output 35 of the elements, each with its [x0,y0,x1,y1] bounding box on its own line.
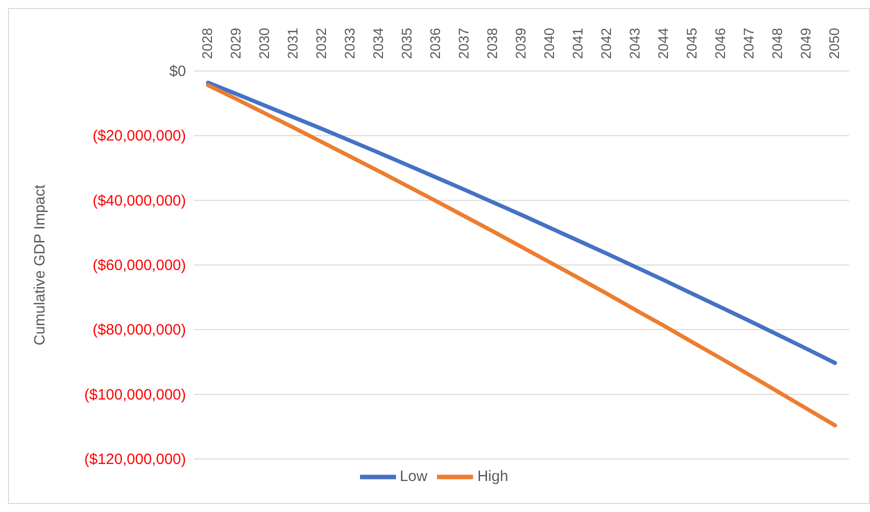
x-tick-label: 2028 [199,28,215,59]
y-tick-label: ($60,000,000) [92,257,186,274]
y-tick-label: ($40,000,000) [92,192,186,210]
x-tick-label: 2049 [798,28,814,59]
x-tick-label: 2048 [769,28,785,59]
line-series [206,83,837,428]
y-tick-label: ($20,000,000) [92,128,186,145]
x-tick-label: 2044 [655,28,671,59]
x-tick-label: 2034 [370,28,386,59]
legend-label: High [477,468,508,485]
x-tick-label: 2043 [626,28,642,59]
x-tick-label: 2040 [541,28,557,59]
x-tick-label: 2029 [228,28,244,59]
x-tick-label: 2033 [342,28,358,59]
x-tick-label: 2039 [512,28,528,59]
x-tick-label: 2050 [826,28,842,59]
y-tick-label: ($120,000,000) [84,451,186,468]
x-tick-label: 2042 [598,28,614,59]
x-tick-label: 2035 [398,28,414,59]
x-tick-label: 2047 [740,28,756,59]
y-tick-label: ($100,000,000) [84,386,186,404]
y-axis-title: Cumulative GDP Impact [31,184,48,346]
x-tick-label: 2036 [427,28,443,59]
x-tick-label: 2037 [456,28,472,59]
x-tick-label: 2030 [256,28,272,59]
y-tick-label: ($80,000,000) [92,322,186,339]
line-series [206,80,837,365]
x-tick-label: 2041 [570,28,586,59]
x-tick-label: 2038 [484,28,500,59]
y-tick-label: $0 [169,63,186,80]
x-tick-label: 2046 [712,28,728,59]
x-tick-label: 2045 [684,28,700,59]
x-tick-label: 2032 [313,28,329,59]
x-tick-label: 2031 [284,28,300,59]
legend-label: Low [400,468,428,485]
